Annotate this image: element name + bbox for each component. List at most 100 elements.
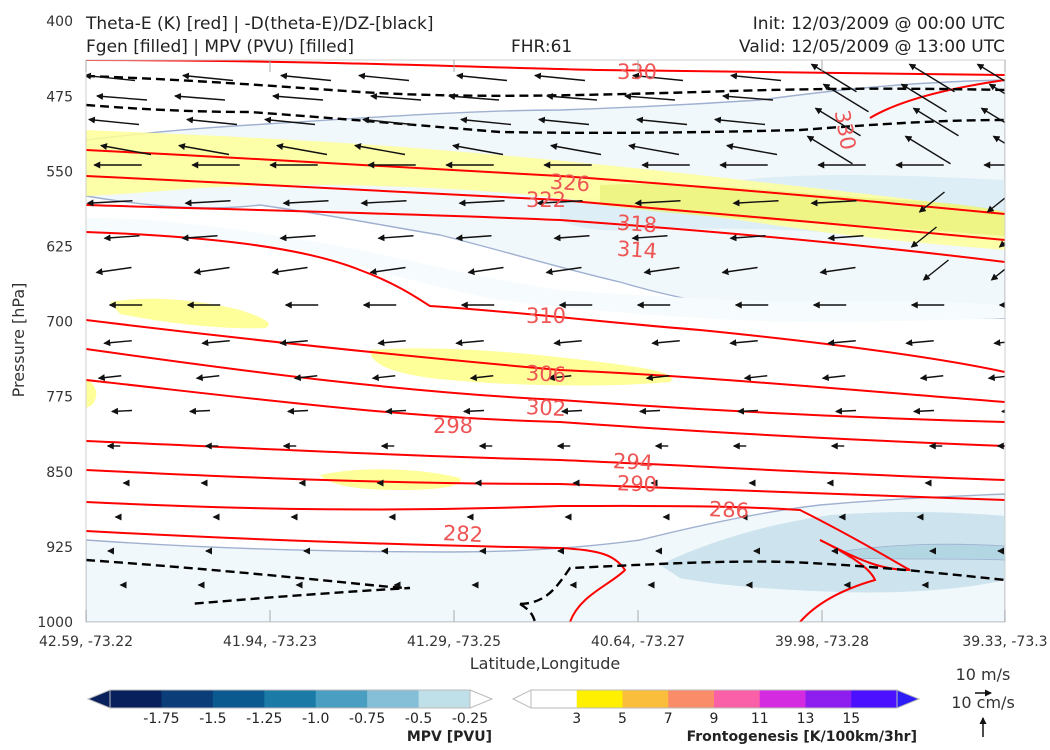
wind-vector	[184, 199, 231, 207]
wind-vector	[100, 143, 152, 156]
wind-vector	[634, 199, 681, 207]
fgen-colorbar-swatch	[759, 690, 806, 708]
mpv-colorbar-swatch	[110, 690, 162, 708]
mpv-colorbar-swatch	[367, 690, 420, 708]
x-tick-label: 41.94, -73.23	[223, 634, 317, 650]
wind-vector	[186, 116, 238, 126]
mpv-colorbar-extend-max	[469, 689, 494, 709]
wind-vector	[452, 143, 504, 156]
wind-vector	[993, 339, 1005, 347]
fgen-fill-mid	[110, 298, 269, 329]
theta-e-contour-label: 298	[433, 414, 473, 438]
wind-vector	[287, 407, 309, 415]
wind-vector	[279, 339, 308, 347]
fgen-fill-left	[86, 378, 97, 408]
wind-vector	[729, 234, 766, 242]
wind-ref-horizontal-label: 10 m/s	[956, 665, 1011, 684]
wind-vector	[377, 234, 414, 242]
wind-vector	[178, 143, 230, 156]
dtheta-dz-contour	[86, 74, 1005, 97]
wind-vector	[922, 259, 949, 281]
wind-vector	[182, 72, 234, 82]
mpv-colorbar-tick-label: -1.25	[246, 711, 282, 727]
theta-e-contour	[86, 469, 1005, 501]
wind-vector	[976, 63, 1005, 82]
theta-e-contour-label: 282	[442, 521, 483, 547]
fgen-colorbar-tick-label: 5	[618, 711, 627, 727]
y-tick-label: 625	[46, 240, 73, 256]
wind-vector	[912, 107, 959, 137]
wind-vector	[463, 407, 485, 415]
wind-vector	[95, 266, 132, 276]
theta-e-contour	[86, 501, 911, 571]
theta-e-contour-label: 302	[525, 395, 566, 421]
theta-e-contour-label: 314	[616, 237, 658, 264]
wind-vector	[276, 143, 328, 156]
wind-vector	[918, 191, 945, 213]
wind-vector	[536, 199, 583, 207]
mpv-colorbar-swatch	[418, 690, 471, 708]
fgen-colorbar-title: Frontogenesis [K/100km/3hr]	[687, 729, 917, 745]
wind-vector	[908, 63, 955, 93]
wind-vector	[827, 234, 864, 242]
wind-vector	[545, 266, 582, 276]
x-tick-label: 42.59, -73.22	[39, 634, 133, 650]
wind-vector	[722, 92, 774, 101]
wind-vector	[293, 374, 318, 382]
wind-vector	[547, 374, 572, 382]
wind-vector	[279, 234, 316, 242]
wind-vector	[919, 374, 944, 382]
fgen-colorbar-tick-label: 9	[710, 711, 719, 727]
dtheta-dz-contour	[519, 560, 1005, 606]
wind-vector	[827, 339, 856, 347]
theta-e-contour-label: 306	[525, 361, 566, 387]
mpv-fill-mid	[86, 218, 1005, 322]
fgen-colorbar-tick-label: 13	[797, 711, 815, 727]
fgen-colorbar-swatch	[805, 690, 852, 708]
wind-vector	[377, 339, 406, 347]
y-tick-label: 925	[46, 540, 73, 556]
wind-vector	[550, 143, 602, 156]
y-tick-label: 1000	[37, 615, 73, 631]
wind-vector	[980, 107, 1005, 124]
wind-vector	[538, 116, 590, 126]
wind-vector	[988, 83, 1005, 95]
mpv-colorbar-title: MPV [PVU]	[407, 729, 492, 745]
wind-vector	[88, 116, 140, 126]
wind-vector	[743, 374, 768, 382]
forecast-hour: FHR:61	[511, 37, 573, 57]
theta-e-contour	[86, 231, 1005, 373]
y-tick-label: 775	[46, 390, 73, 406]
wind-vector	[821, 374, 846, 382]
theta-e-contour-label: 290	[617, 471, 658, 496]
mpv-colorbar-swatch	[212, 690, 265, 708]
theta-e-contour-label: 330	[617, 60, 657, 84]
wind-vector	[546, 92, 598, 101]
wind-vector	[900, 83, 947, 113]
fgen-colorbar: 3 5 7 9 11 13 15	[511, 689, 921, 727]
fgen-colorbar-tick-label: 3	[572, 711, 581, 727]
x-tick-label: 39.98, -73.28	[775, 634, 869, 650]
fgen-colorbar-tick-label: 15	[842, 711, 860, 727]
wind-vector	[264, 116, 316, 126]
theta-e-contour-label: 326	[549, 170, 591, 197]
theta-e-contour-label: 294	[612, 449, 653, 475]
wind-vector	[819, 266, 856, 276]
y-tick-label: 850	[46, 465, 73, 481]
wind-vector	[354, 143, 406, 156]
theta-e-contour-label: 310	[526, 304, 566, 328]
wind-vector	[822, 83, 869, 113]
theta-e-contour	[86, 175, 1005, 241]
wind-vector	[272, 92, 324, 101]
fgen-colorbar-swatch	[531, 690, 578, 708]
wind-vector	[455, 234, 492, 242]
wind-vector	[460, 116, 512, 126]
mpv-colorbar-extend-min	[86, 689, 111, 709]
theta-e-contour-label: 286	[708, 497, 749, 523]
wind-vector	[371, 374, 396, 382]
dtheta-dz-contour	[519, 602, 537, 622]
wind-vector	[913, 407, 935, 415]
wind-vector	[193, 266, 230, 276]
wind-vector	[469, 374, 494, 382]
wind-vector	[282, 199, 329, 207]
